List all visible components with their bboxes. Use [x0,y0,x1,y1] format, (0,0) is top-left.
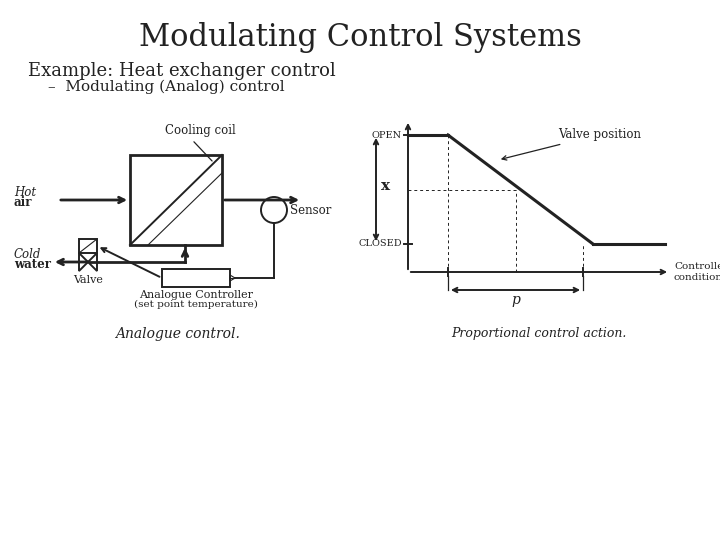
Text: Cooling coil: Cooling coil [165,124,235,161]
Text: Valve: Valve [73,275,103,285]
Text: Proportional control action.: Proportional control action. [451,327,626,340]
Text: Hot: Hot [14,186,36,199]
Text: Analogue control.: Analogue control. [116,327,240,341]
Text: CLOSED: CLOSED [359,240,402,248]
Text: Controlled
condition: Controlled condition [674,262,720,282]
Text: –  Modulating (Analog) control: – Modulating (Analog) control [48,80,284,94]
Text: Analogue Controller: Analogue Controller [139,290,253,300]
Text: air: air [14,195,32,208]
Text: Modulating Control Systems: Modulating Control Systems [138,22,582,53]
Text: Valve position: Valve position [502,128,641,160]
Text: (set point temperature): (set point temperature) [134,300,258,309]
Text: p: p [511,293,520,307]
Text: water: water [14,258,51,271]
Text: Cold: Cold [14,247,41,260]
Text: Sensor: Sensor [290,204,331,217]
Text: Example: Heat exchanger control: Example: Heat exchanger control [28,62,336,80]
Text: x: x [381,179,390,192]
Text: OPEN: OPEN [372,131,402,139]
